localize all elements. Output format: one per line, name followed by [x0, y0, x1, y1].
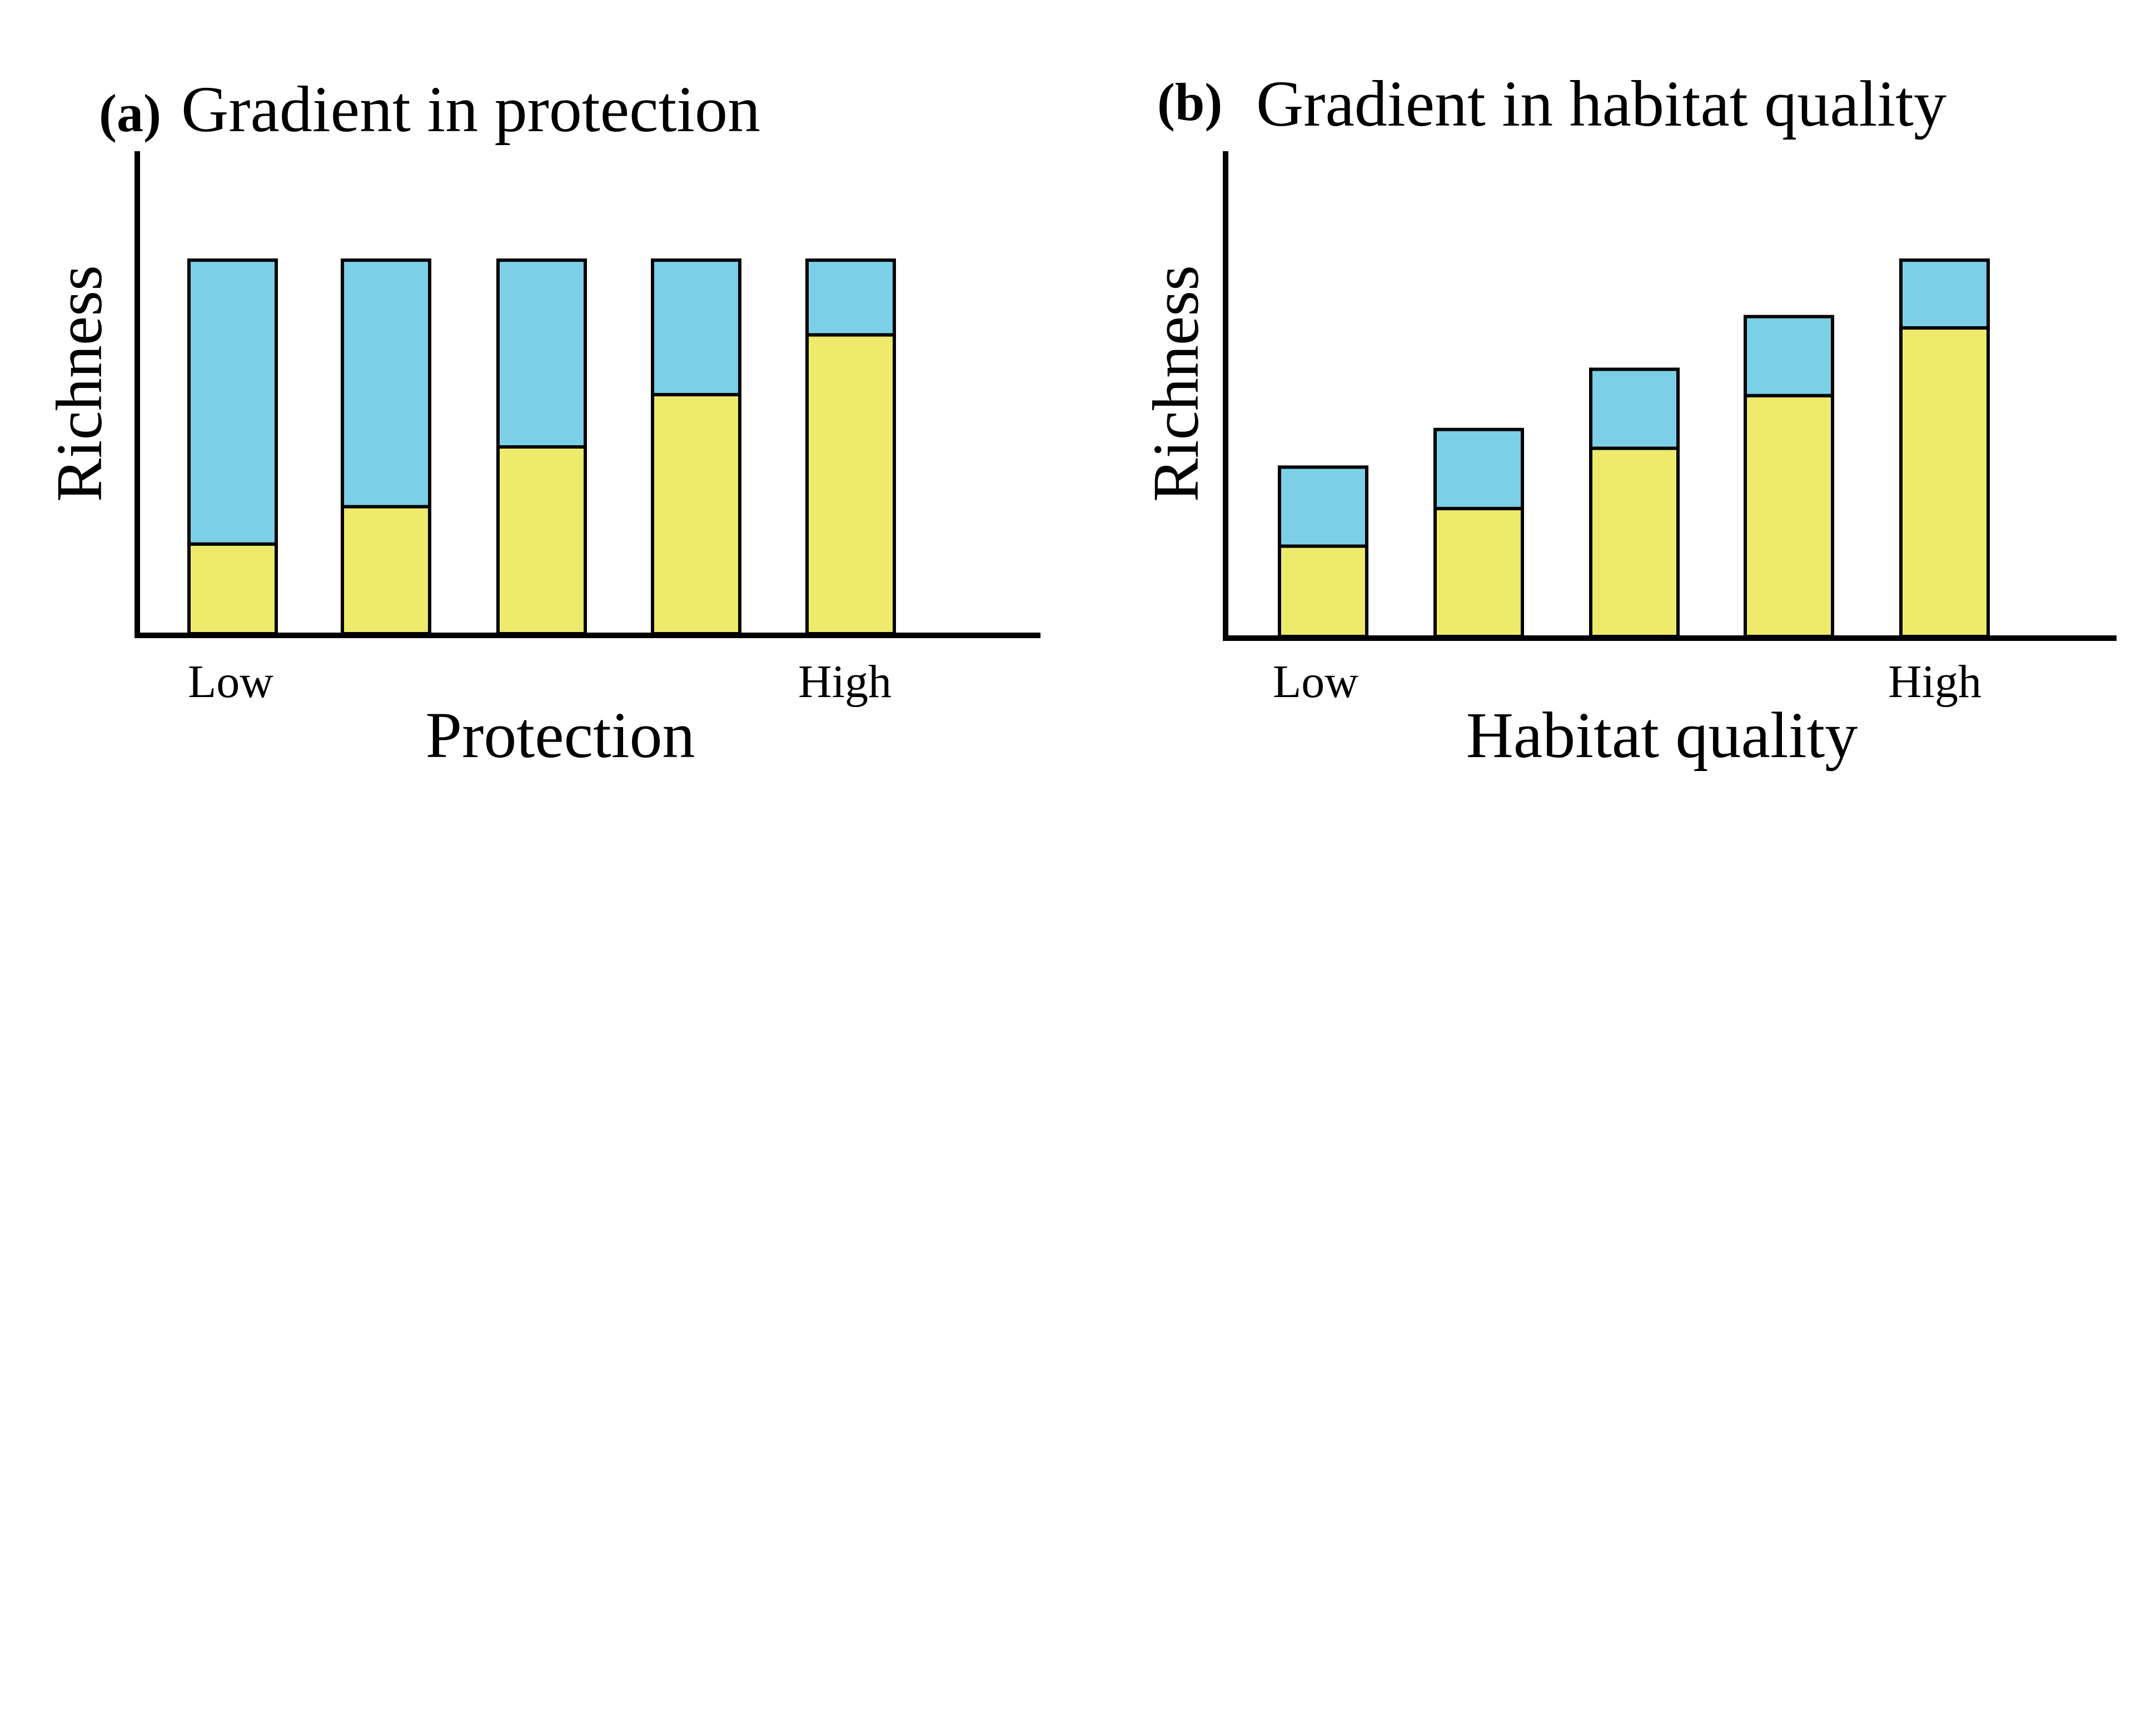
panel-a-bar-1-lower-segment: [187, 542, 278, 635]
panel-b-tick-low: Low: [1273, 656, 1358, 708]
panel-b-bar-4-upper-segment: [1744, 315, 1834, 397]
panel-b-bars: [1278, 258, 1990, 639]
panel-a-bar-2-upper-segment: [341, 258, 431, 509]
panel-b-x-label: Habitat quality: [1466, 699, 1858, 772]
panel-b-bar-5-lower-segment: [1899, 326, 1990, 638]
panel-b-y-label: Richness: [1139, 265, 1212, 502]
panel-a-tick-low: Low: [188, 656, 273, 708]
panel-a-bar-4-upper-segment: [651, 258, 741, 396]
panel-b-tick-high: High: [1888, 656, 1981, 708]
panel-a: (a) Gradient in protection Richness Low …: [43, 73, 1040, 772]
panel-b-bar-1-upper-segment: [1278, 465, 1368, 548]
panel-b-title: Gradient in habitat quality: [1256, 67, 1946, 140]
panel-b-bar-3-upper-segment: [1589, 367, 1680, 450]
panel-a-bar-5-lower-segment: [805, 333, 896, 635]
panel-b-bar-2-upper-segment: [1433, 427, 1524, 510]
panel-a-y-label: Richness: [43, 265, 116, 502]
panel-a-tick-high: High: [798, 656, 892, 708]
panel-a-title: Gradient in protection: [181, 73, 760, 146]
panel-a-bar-5-upper-segment: [805, 258, 896, 337]
panel-b-bar-1-lower-segment: [1278, 544, 1368, 639]
panel-b-bar-4-lower-segment: [1744, 394, 1834, 638]
panel-a-bar-4-lower-segment: [651, 392, 741, 635]
panel-a-x-label: Protection: [425, 699, 695, 772]
panel-b-bar-2-lower-segment: [1433, 506, 1524, 638]
panel-b-label: (b): [1157, 72, 1222, 132]
panel-a-bar-1-upper-segment: [187, 258, 278, 546]
panel-b-bar-3-lower-segment: [1589, 446, 1680, 638]
panel-a-bar-3-upper-segment: [496, 258, 587, 449]
panel-b: (b) Gradient in habitat quality Richness…: [1139, 67, 2117, 772]
panel-a-bar-3-lower-segment: [496, 445, 587, 635]
panel-a-label: (a): [99, 83, 161, 143]
panel-a-bar-2-lower-segment: [341, 505, 431, 636]
panel-a-bars: [187, 258, 896, 636]
panel-b-bar-5-upper-segment: [1899, 258, 1990, 330]
